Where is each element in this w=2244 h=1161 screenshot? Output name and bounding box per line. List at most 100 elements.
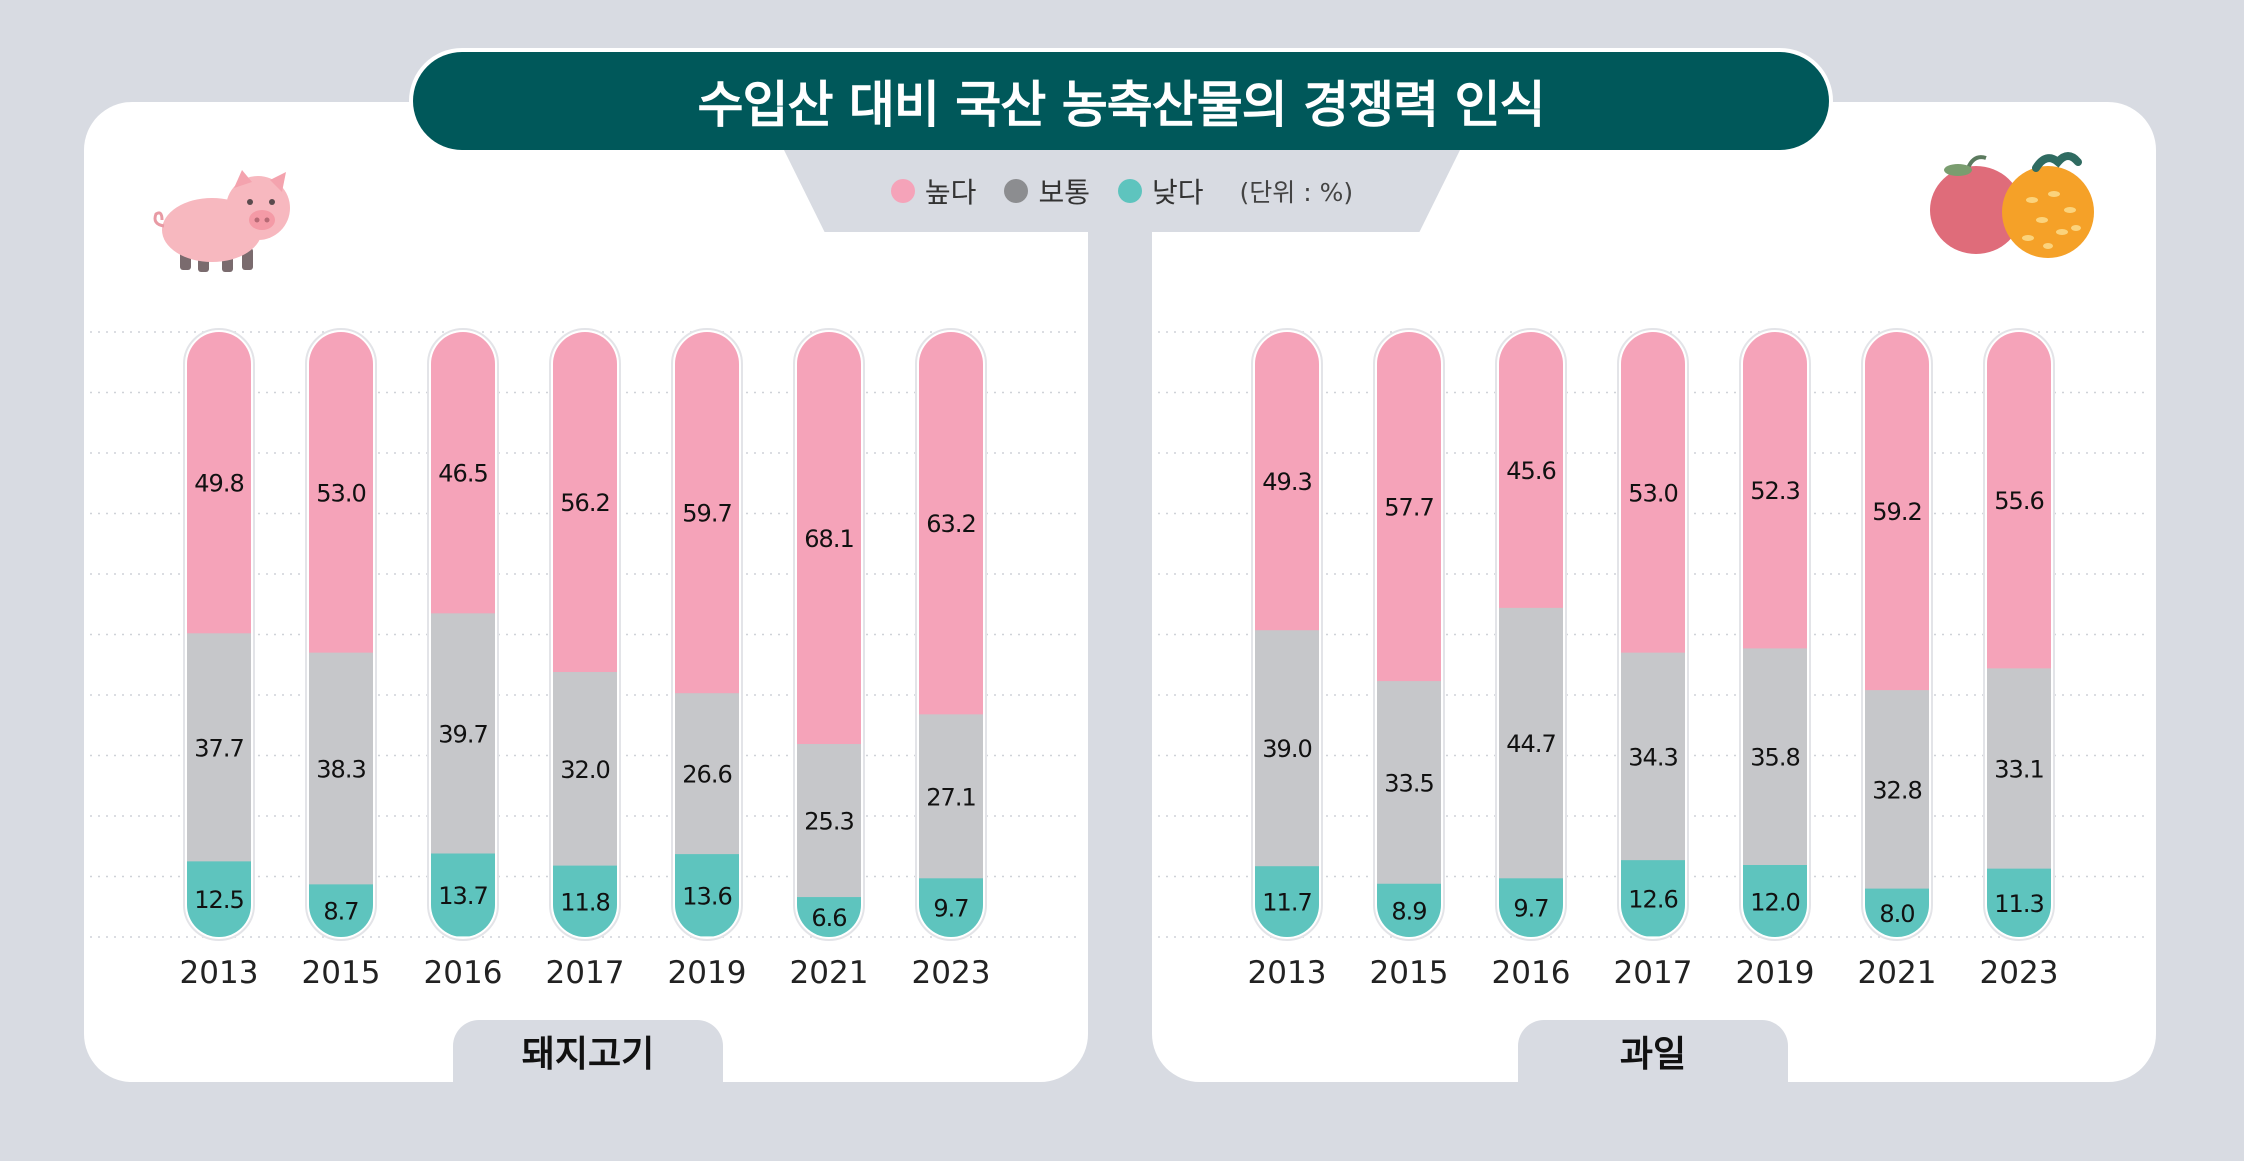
fruit-x-tick-2021: 2021 [1858,955,1937,991]
fruit-bar-2017 [1621,332,1685,937]
pork-value-label-2021-medium: 25.3 [804,808,853,836]
legend-unit: (단위 : %) [1239,178,1354,207]
legend-dot-high [890,179,915,203]
fruit-bar-2021-medium [1865,690,1929,890]
fruit-value-label-2013-low: 11.7 [1262,889,1311,917]
legend-dot-medium [1004,179,1029,203]
fruit-bar-2021 [1865,332,1929,937]
fruit-x-tick-2023: 2023 [1980,955,2059,991]
pork-bar-2017 [553,332,617,937]
pork-bar-2019-medium [675,693,739,855]
fruit-value-label-2017-low: 12.6 [1628,885,1677,913]
pork-bar-2016-low [431,853,495,937]
legend-item-medium: 보통 [1004,171,1090,211]
fruit-bar-2019-high [1743,332,1807,649]
pork-value-label-2021-high: 68.1 [804,525,853,553]
pork-value-label-2016-medium: 39.7 [438,720,487,748]
fruit-bar-2016-medium [1499,607,1563,879]
pork-bar-2015-low [309,884,373,937]
pork-value-label-2017-low: 11.8 [560,888,609,916]
fruit-bar-2021-high [1865,332,1929,691]
fruit-bar-2017-low [1621,860,1685,937]
fruit-value-label-2021-low: 8.0 [1879,900,1914,928]
legend-label-low: 낮다 [1151,176,1204,209]
fruit-bar-2019-medium [1743,648,1807,866]
fruit-bar-2016 [1499,332,1563,937]
fruit-value-label-2021-medium: 32.8 [1872,776,1921,804]
pork-x-tick-2016: 2016 [424,955,503,991]
pig-icon [153,170,290,272]
fruit-value-label-2015-medium: 33.5 [1384,769,1433,797]
fruit-value-label-2015-high: 57.7 [1384,494,1433,522]
legend-item-low: 낮다 [1117,171,1204,211]
fruit-value-label-2013-high: 49.3 [1262,468,1311,496]
pork-value-label-2015-medium: 38.3 [316,756,365,784]
pork-value-label-2013-low: 12.5 [194,886,243,914]
legend: 높다 보통 낮다 (단위 : %) [784,150,1460,232]
fruit-bar-2015 [1377,332,1441,937]
pork-value-label-2015-high: 53.0 [316,479,365,507]
pork-bar-2015-high [309,332,373,654]
fruit-bar-2023-high [1987,332,2051,669]
fruit-value-label-2019-low: 12.0 [1750,888,1799,916]
fruit-x-tick-2017: 2017 [1614,955,1693,991]
pork-bar-2013-high [187,332,251,634]
fruit-value-label-2023-high: 55.6 [1994,487,2043,515]
pork-bar-2015-medium [309,652,373,885]
pork-bar-2016-high [431,332,495,614]
pork-value-label-2017-medium: 32.0 [560,756,609,784]
fruit-value-label-2016-medium: 44.7 [1506,730,1555,758]
pork-bar-2023-low [919,878,983,937]
fruit-chart-label: 과일 [1518,1020,1788,1082]
legend-item-high: 높다 [890,171,976,211]
pork-chart-label: 돼지고기 [453,1020,723,1082]
fruit-value-label-2021-high: 59.2 [1872,498,1921,526]
fruit-value-label-2019-high: 52.3 [1750,477,1799,505]
pork-bar-2013 [187,332,251,937]
pork-value-label-2023-low: 9.7 [933,895,968,923]
fruit-value-label-2015-low: 8.9 [1391,898,1426,926]
pork-x-tick-2013: 2013 [180,955,259,991]
pork-value-label-2016-low: 13.7 [438,882,487,910]
legend-dot-low [1117,179,1142,203]
pork-value-label-2013-medium: 37.7 [194,734,243,762]
pork-value-label-2017-high: 56.2 [560,489,609,517]
pork-bar-2013-low [187,861,251,937]
fruit-bar-2013-medium [1255,630,1319,867]
pork-value-label-2021-low: 6.6 [811,904,846,932]
pork-x-tick-2017: 2017 [546,955,625,991]
pork-value-label-2016-high: 46.5 [438,460,487,488]
pork-value-label-2023-medium: 27.1 [926,783,975,811]
pork-value-label-2015-low: 8.7 [323,898,358,926]
pork-value-label-2023-high: 63.2 [926,510,975,538]
pork-x-tick-2019: 2019 [668,955,747,991]
fruit-bar-2016-low [1499,878,1563,937]
fruit-icon [1930,152,2094,258]
fruit-bar-2015-high [1377,332,1441,682]
fruit-bar-2016-high [1499,332,1563,609]
fruit-value-label-2023-medium: 33.1 [1994,756,2043,784]
pork-x-tick-2021: 2021 [790,955,869,991]
pork-bar-2021-medium [797,744,861,898]
pork-bar-2017-high [553,332,617,673]
fruit-bar-2015-low [1377,883,1441,937]
fruit-value-label-2017-medium: 34.3 [1628,743,1677,771]
chart-title: 수입산 대비 국산 농축산물의 경쟁력 인식 [413,52,1829,150]
fruit-bar-2013-low [1255,866,1319,937]
pork-bar-2017-medium [553,672,617,867]
fruit-bar-2015-medium [1377,681,1441,885]
pork-bar-2017-low [553,865,617,937]
pork-bar-2016 [431,332,495,937]
fruit-bar-2023-medium [1987,668,2051,870]
pork-bar-2016-medium [431,613,495,855]
fruit-value-label-2019-medium: 35.8 [1750,744,1799,772]
pork-bar-2023-high [919,332,983,715]
legend-label-medium: 보통 [1038,176,1090,209]
fruit-bar-2017-medium [1621,652,1685,861]
pork-value-label-2013-high: 49.8 [194,470,243,498]
pork-bar-2019 [675,332,739,937]
pork-bar-2019-high [675,332,739,694]
pork-bar-2015 [309,332,373,937]
fruit-bar-2023 [1987,332,2051,937]
